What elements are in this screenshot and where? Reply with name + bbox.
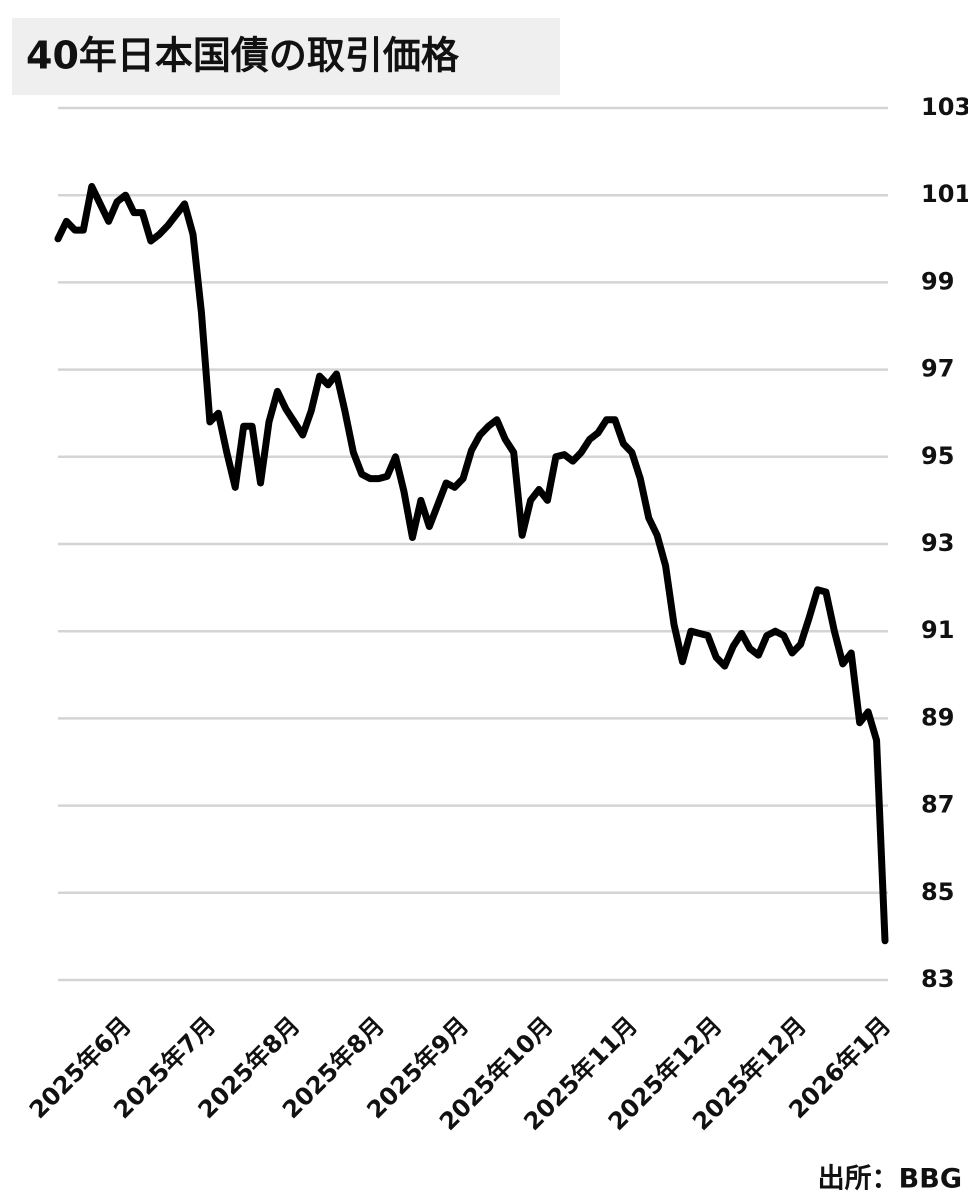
source-note: 出所：BBG [818,1164,962,1195]
y-tick-label: 95 [921,442,954,470]
y-tick-label: 99 [921,267,954,295]
y-tick-label: 83 [921,965,954,993]
y-tick-label: 85 [921,878,954,906]
y-tick-label: 101 [921,180,968,208]
y-tick-label: 103 [921,93,968,121]
y-tick-label: 89 [921,703,954,731]
price-line [54,182,889,945]
chart-title: 40年日本国債の取引価格 [26,34,460,78]
y-tick-label: 93 [921,529,954,557]
y-tick-label: 87 [921,791,954,819]
title-box [12,18,560,95]
y-tick-label: 97 [921,355,954,383]
y-tick-label: 91 [921,616,954,644]
